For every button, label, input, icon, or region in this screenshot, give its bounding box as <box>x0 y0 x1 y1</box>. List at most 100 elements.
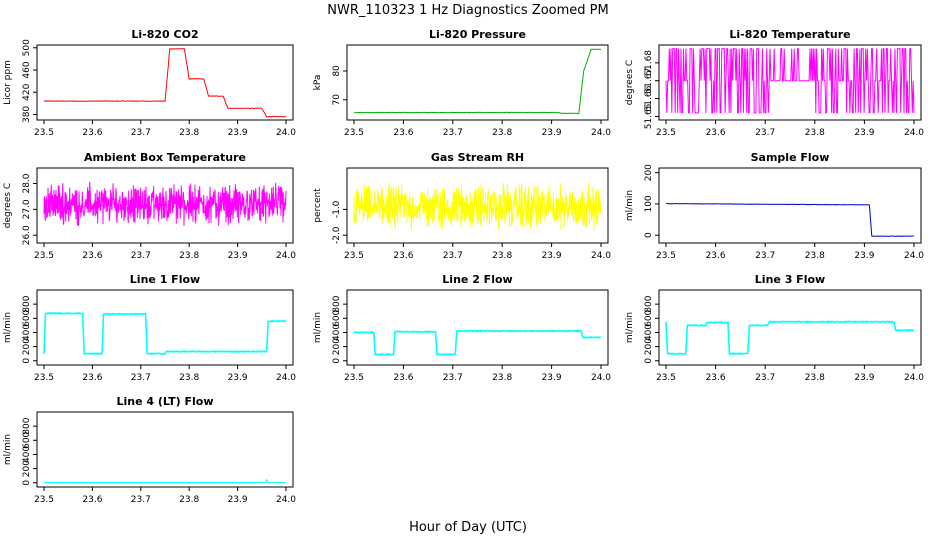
x-tick-label: 23.6 <box>82 495 102 505</box>
y-tick-label: 28.0 <box>22 173 32 193</box>
x-tick-label: 23.6 <box>706 373 726 383</box>
x-tick-label: 24.0 <box>276 373 296 383</box>
plot-frame <box>658 289 922 366</box>
x-tick-label: 23.7 <box>131 251 151 261</box>
y-axis-label: ml/min <box>625 190 635 221</box>
panel-title: Li-820 Temperature <box>729 28 850 41</box>
x-tick-label: 23.9 <box>542 251 562 261</box>
y-tick-label: 380 <box>22 106 32 123</box>
series-line <box>665 203 915 237</box>
x-tick-label: 23.6 <box>82 373 102 383</box>
x-tick-label: 23.5 <box>656 128 676 138</box>
panel-li-820-pressure: Li-820 Pressure kPa 23.5 23.6 23.7 23.8 23.9 24… <box>313 28 611 138</box>
x-tick-label: 23.7 <box>755 251 775 261</box>
x-tick-label: 23.9 <box>228 373 248 383</box>
x-tick-label: 24.0 <box>904 251 924 261</box>
y-tick-label: 400 <box>22 324 32 341</box>
y-tick-label: 200 <box>644 164 654 181</box>
series-line <box>43 311 287 356</box>
panel-gas-stream-rh: Gas Stream RH percent 23.5 23.6 23.7 23.8 23.9… <box>313 151 611 261</box>
y-tick-label: 600 <box>22 309 32 326</box>
x-tick-label: 23.8 <box>805 251 825 261</box>
x-tick-label: 23.9 <box>854 128 874 138</box>
panel-title: Line 1 Flow <box>130 273 200 286</box>
plot-frame <box>36 289 294 366</box>
series-line <box>353 48 602 115</box>
x-tick-label: 24.0 <box>591 128 611 138</box>
x-tick-label: 23.9 <box>854 373 874 383</box>
x-tick-label: 23.6 <box>706 128 726 138</box>
x-tick-label: 23.7 <box>443 373 463 383</box>
x-tick-label: 23.7 <box>131 128 151 138</box>
panel-li-820-co2: Li-820 CO2 Licor ppm 23.5 23.6 23.7 23.8 23.9 2… <box>3 28 296 138</box>
y-tick-label: 51.66 <box>644 85 654 111</box>
y-tick-label: 200 <box>22 460 32 477</box>
series-line <box>43 48 287 118</box>
x-tick-label: 23.5 <box>34 128 54 138</box>
y-tick-label: 420 <box>22 83 32 100</box>
panel-line-2-flow: Line 2 Flow ml/min 23.5 23.6 23.7 23.8 23.9 24.… <box>313 273 611 383</box>
x-tick-label: 23.9 <box>542 128 562 138</box>
x-tick-label: 23.6 <box>82 128 102 138</box>
panel-title: Line 2 Flow <box>442 273 512 286</box>
y-tick-label: 400 <box>22 446 32 463</box>
x-tick-label: 23.8 <box>805 128 825 138</box>
x-tick-label: 23.8 <box>492 373 512 383</box>
x-tick-label: 24.0 <box>591 251 611 261</box>
x-tick-label: 23.6 <box>393 373 413 383</box>
y-axis-label: ml/min <box>625 312 635 343</box>
plot-frame <box>658 167 922 244</box>
y-tick-label: 0 <box>644 358 654 364</box>
panel-title: Gas Stream RH <box>431 151 524 164</box>
y-tick-label: 500 <box>22 39 32 56</box>
series-line <box>43 478 286 484</box>
y-axis-label: ml/min <box>313 312 323 343</box>
x-tick-label: 23.8 <box>805 373 825 383</box>
y-tick-label: 0 <box>332 358 342 364</box>
y-tick-label: -2.0 <box>332 226 342 244</box>
x-tick-label: 23.5 <box>656 373 676 383</box>
x-tick-label: 23.9 <box>228 128 248 138</box>
panel-title: Line 4 (LT) Flow <box>117 395 214 408</box>
panel-title: Li-820 CO2 <box>131 28 198 41</box>
plot-frame <box>658 44 922 121</box>
x-tick-label: 23.8 <box>492 251 512 261</box>
y-tick-label: 70 <box>332 94 342 106</box>
panel-title: Ambient Box Temperature <box>84 151 246 164</box>
panel-title: Line 3 Flow <box>755 273 825 286</box>
x-tick-label: 23.7 <box>443 251 463 261</box>
y-tick-label: -1.0 <box>332 200 342 218</box>
plot-frame <box>346 44 609 121</box>
y-tick-label: 100 <box>644 195 654 212</box>
panel-line-1-flow: Line 1 Flow ml/min 23.5 23.6 23.7 23.8 23.9 24.… <box>3 273 296 383</box>
plot-frame <box>346 167 609 244</box>
x-axis-label: Hour of Day (UTC) <box>409 520 527 535</box>
plot-frame <box>36 411 294 488</box>
series-line <box>353 182 602 231</box>
y-tick-label: 51.65 <box>644 104 654 130</box>
y-axis-label: ml/min <box>3 312 13 343</box>
y-tick-label: 800 <box>332 295 342 312</box>
y-axis-label: percent <box>313 188 323 223</box>
x-tick-label: 24.0 <box>276 128 296 138</box>
figure-title: NWR_110323 1 Hz Diagnostics Zoomed PM <box>327 3 609 18</box>
x-tick-label: 23.7 <box>755 373 775 383</box>
x-tick-label: 23.5 <box>344 128 364 138</box>
panel-ambient-box-temperature: Ambient Box Temperature degrees C 23.5 23.6… <box>3 151 296 261</box>
y-tick-label: 0 <box>22 480 32 486</box>
x-tick-label: 23.5 <box>34 251 54 261</box>
y-tick-label: 800 <box>22 417 32 434</box>
y-tick-label: 800 <box>644 295 654 312</box>
panel-sample-flow: Sample Flow ml/min 23.5 23.6 23.7 23.8 23.9 24.… <box>625 151 924 261</box>
series-line <box>665 48 915 114</box>
series-line <box>43 181 287 227</box>
x-tick-label: 23.5 <box>34 373 54 383</box>
x-tick-label: 24.0 <box>276 495 296 505</box>
y-axis-label: ml/min <box>3 434 13 465</box>
x-tick-label: 23.7 <box>131 373 151 383</box>
x-tick-label: 23.5 <box>656 251 676 261</box>
panel-li-820-temperature: Li-820 Temperature degrees C 23.5 23.6 23.7 2… <box>625 28 924 138</box>
x-tick-label: 23.6 <box>393 128 413 138</box>
y-axis-label: degrees C <box>3 183 13 228</box>
y-tick-label: 600 <box>644 309 654 326</box>
